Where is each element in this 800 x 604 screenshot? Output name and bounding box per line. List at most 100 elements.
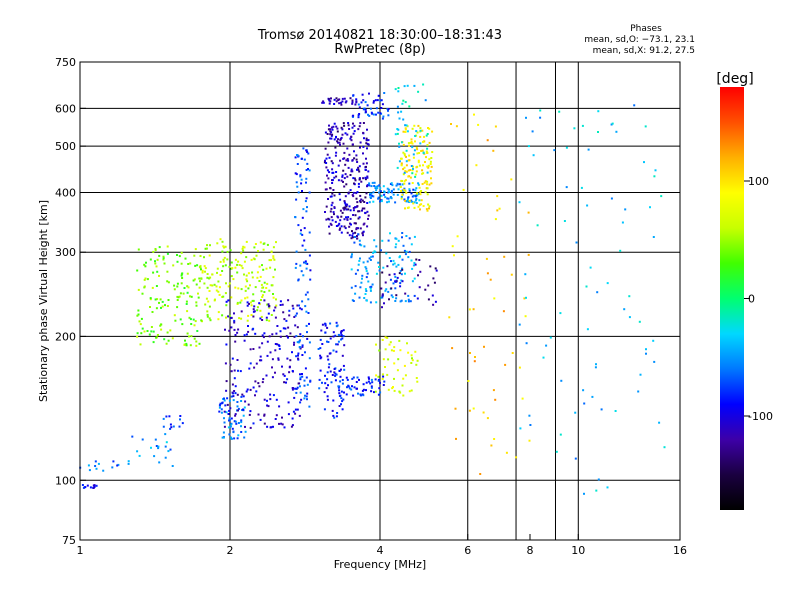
data-point [330,134,333,137]
data-point [292,307,295,310]
data-point [259,355,262,358]
data-point [335,321,338,324]
data-point [365,381,368,384]
data-point [335,136,337,139]
data-point [272,255,275,258]
data-point [409,300,412,303]
data-point [591,395,594,398]
data-point [327,198,329,200]
data-point [353,386,356,389]
data-point [234,340,237,343]
data-point [298,304,300,307]
data-point [346,231,349,234]
data-point [307,168,309,170]
data-point [419,208,421,211]
data-point [288,309,291,312]
data-point [414,350,417,353]
data-point [277,358,280,361]
data-point [340,225,343,228]
data-point [245,278,248,281]
data-point [272,246,275,249]
data-point [335,415,338,418]
data-point [413,194,415,197]
data-point [397,263,400,266]
data-point [328,156,331,159]
data-point [403,171,406,174]
data-point [390,197,393,200]
data-point [369,301,372,304]
data-point [394,275,397,278]
data-point [352,114,355,117]
data-point [163,262,166,265]
data-point [281,365,283,368]
data-point [204,270,206,273]
data-point [232,278,235,281]
x-axis-label: Frequency [MHz] [334,558,426,571]
data-point [388,190,391,193]
data-point [254,332,257,335]
data-point [394,280,397,283]
data-point [493,297,496,300]
data-point [327,217,330,220]
data-point [362,108,365,111]
data-point [392,188,395,191]
data-point [185,344,188,347]
data-point [387,239,390,242]
data-point [195,304,198,307]
data-point [299,174,302,177]
data-point [263,281,266,284]
data-point [344,204,347,207]
data-point [298,346,301,349]
data-point [407,300,410,303]
data-point [381,103,384,106]
data-point [383,191,386,194]
data-point [372,100,375,103]
data-point [232,431,235,434]
chart-subtitle: RwPretec (8p) [334,42,425,57]
data-point [377,197,380,200]
data-point [238,317,241,320]
data-point [249,348,252,351]
data-point [308,169,311,172]
data-point [172,264,175,267]
data-point [236,303,239,305]
data-point [127,462,130,465]
data-point [338,389,341,392]
data-point [148,333,151,336]
data-point [380,107,383,109]
data-point [226,250,229,253]
data-point [366,210,369,213]
data-point [224,264,227,267]
data-point [574,457,577,460]
data-point [275,414,278,417]
data-point [243,246,246,249]
data-point [369,193,371,196]
data-point [527,145,530,148]
data-point [354,272,357,275]
data-point [270,250,273,253]
data-point [283,426,286,429]
data-point [628,295,631,298]
data-point [223,410,226,413]
data-point [162,256,165,259]
data-point [365,270,368,272]
data-point [229,363,232,366]
data-point [373,181,376,184]
data-point [336,324,339,327]
data-point [417,183,420,186]
data-point [357,392,359,395]
data-point [164,456,167,459]
data-point [234,385,237,388]
data-point [351,101,354,104]
data-point [660,195,663,198]
data-point [322,100,325,103]
data-point [352,94,355,97]
data-point [344,173,347,176]
data-point [595,363,597,366]
data-point [403,180,406,183]
data-point [333,194,336,197]
data-point [402,118,405,121]
data-point [337,385,340,388]
data-point [335,171,338,173]
data-point [418,164,421,167]
